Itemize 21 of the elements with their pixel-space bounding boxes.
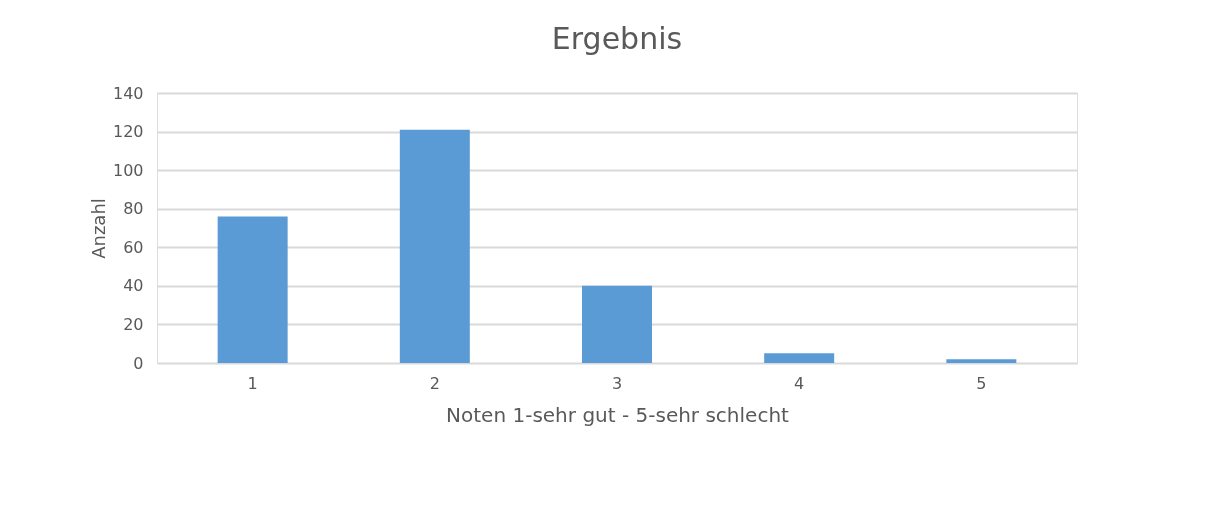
y-tick-label: 60 [123, 237, 144, 257]
bar [582, 285, 652, 363]
y-axis-title: Anzahl [87, 198, 109, 259]
y-tick-label: 40 [123, 276, 144, 296]
y-tick-label: 0 [133, 353, 144, 373]
y-tick-label: 100 [112, 160, 144, 180]
x-tick-label: 1 [247, 373, 258, 393]
bar [764, 353, 835, 363]
x-tick-label: 3 [611, 373, 623, 393]
y-tick-label: 80 [123, 199, 144, 219]
x-tick-label: 5 [976, 373, 987, 393]
x-axis-title: Noten 1-sehr gut - 5-sehr schlecht [446, 402, 790, 427]
y-tick-label: 120 [112, 122, 144, 142]
chart-title: Ergebnis [551, 21, 683, 56]
x-tick-label: 2 [429, 373, 440, 393]
bar [217, 216, 288, 363]
x-tick-label: 4 [794, 373, 805, 393]
y-tick-label: 20 [123, 314, 144, 334]
y-tick-label: 140 [112, 83, 144, 103]
bar [946, 359, 1017, 363]
bar [399, 129, 470, 363]
